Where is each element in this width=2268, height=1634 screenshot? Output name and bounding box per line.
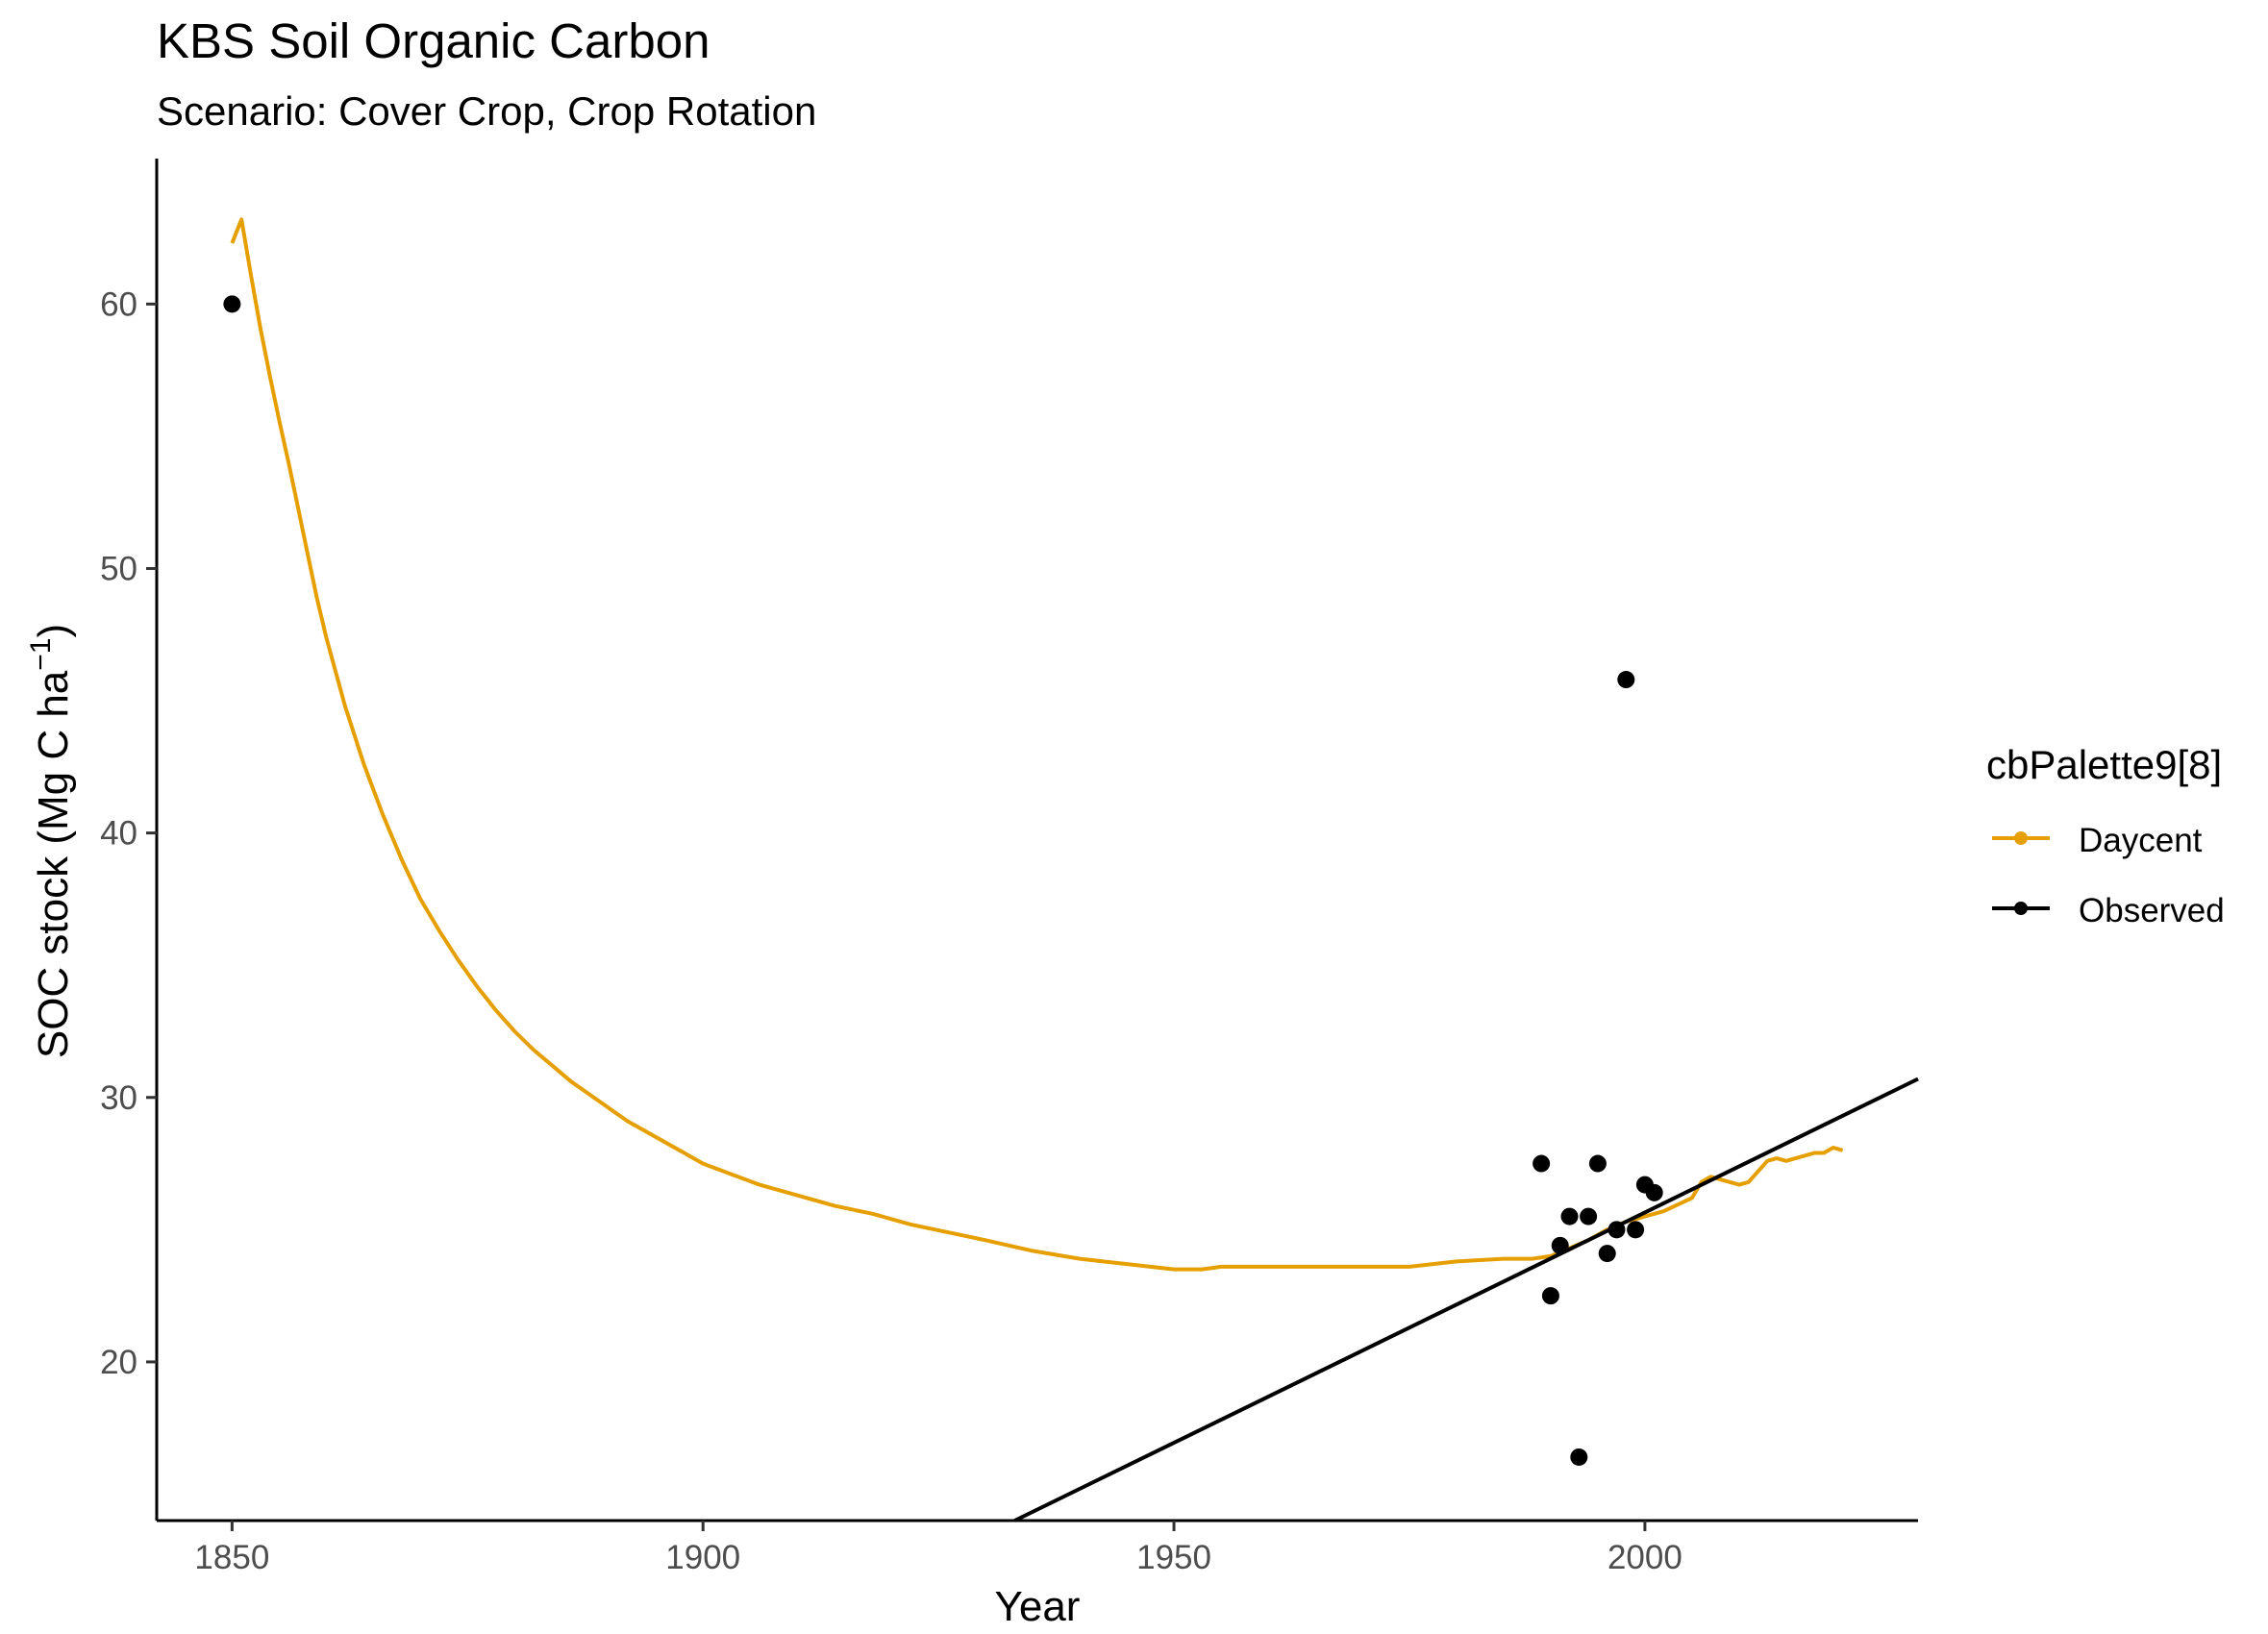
y-tick-label: 40 (100, 815, 137, 853)
chart-subtitle: Scenario: Cover Crop, Crop Rotation (157, 88, 816, 134)
chart-title: KBS Soil Organic Carbon (157, 13, 710, 68)
x-tick-label: 1950 (1136, 1539, 1211, 1576)
observed-point (1560, 1207, 1579, 1226)
observed-point (1541, 1287, 1559, 1305)
legend-key-observed-dot (2014, 902, 2028, 915)
observed-point (1645, 1183, 1663, 1201)
y-tick-label: 50 (100, 550, 137, 587)
y-axis-title-main: SOC stock (Mg C ha (30, 670, 77, 1058)
y-axis-ticks: 20 30 40 50 60 (100, 285, 157, 1381)
observed-point (1608, 1221, 1626, 1239)
legend-label-daycent: Daycent (2079, 822, 2203, 859)
y-tick-label: 60 (100, 285, 137, 323)
x-tick-label: 1900 (665, 1539, 740, 1576)
legend-label-observed: Observed (2079, 892, 2225, 929)
daycent-line (230, 217, 1844, 1272)
observed-point (1598, 1245, 1616, 1263)
plot-area: 1850 1900 1950 2000 20 30 40 50 60 (100, 159, 1919, 1576)
y-axis-title-close: ) (30, 624, 77, 638)
legend-item-daycent: Daycent (1992, 822, 2203, 859)
observed-point (1627, 1221, 1645, 1239)
observed-point (1551, 1236, 1569, 1254)
observed-point (1580, 1207, 1598, 1226)
legend-title: cbPalette9[8] (1986, 742, 2222, 787)
legend-key-daycent-dot (2014, 831, 2028, 845)
x-axis-title: Year (995, 1583, 1081, 1630)
observed-point (1617, 671, 1635, 689)
observed-trend-line (1013, 1077, 1919, 1523)
observed-point (1570, 1448, 1588, 1466)
observed-point (1533, 1154, 1551, 1173)
legend-item-observed: Observed (1992, 892, 2225, 929)
x-axis-ticks: 1850 1900 1950 2000 (194, 1521, 1682, 1576)
observed-point (223, 295, 241, 313)
x-tick-label: 1850 (194, 1539, 269, 1576)
series-layer (223, 217, 1919, 1523)
y-axis-title: SOC stock (Mg C ha−1) (25, 624, 77, 1058)
y-tick-label: 20 (100, 1344, 137, 1381)
y-axis-title-superscript: −1 (25, 638, 57, 671)
observed-point (1588, 1154, 1607, 1173)
y-tick-label: 30 (100, 1079, 137, 1117)
legend: cbPalette9[8] Daycent Observed (1986, 742, 2225, 929)
x-tick-label: 2000 (1608, 1539, 1682, 1576)
